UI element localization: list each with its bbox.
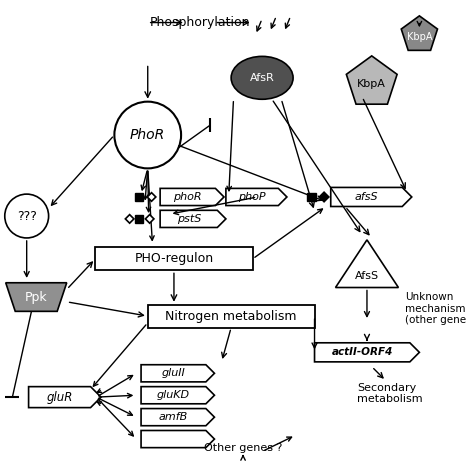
Text: KbpA: KbpA [407, 32, 432, 42]
Text: KbpA: KbpA [357, 80, 386, 90]
Bar [136, 215, 143, 223]
Polygon shape [346, 56, 397, 104]
Text: Ppk: Ppk [25, 291, 47, 303]
Bar [136, 193, 143, 201]
Text: amfB: amfB [159, 412, 188, 422]
Bar [95, 247, 253, 270]
Circle shape [5, 194, 49, 238]
Polygon shape [141, 365, 214, 382]
Bar [148, 305, 315, 328]
Polygon shape [401, 16, 438, 50]
Text: afsS: afsS [355, 192, 378, 202]
Text: pstS: pstS [176, 214, 201, 224]
Text: Nitrogen metabolism: Nitrogen metabolism [165, 310, 297, 323]
Text: Secondary
metabolism: Secondary metabolism [357, 383, 423, 404]
Polygon shape [160, 188, 224, 206]
Polygon shape [319, 192, 329, 202]
Text: gluII: gluII [162, 368, 185, 378]
Polygon shape [160, 210, 226, 228]
Text: Phosphorylation: Phosphorylation [150, 16, 250, 29]
Polygon shape [28, 387, 101, 408]
Ellipse shape [231, 56, 293, 99]
Polygon shape [315, 343, 419, 362]
Polygon shape [141, 387, 214, 404]
Polygon shape [141, 430, 214, 447]
Circle shape [114, 101, 181, 168]
Text: AfsS: AfsS [355, 271, 379, 281]
Text: phoR: phoR [173, 192, 202, 202]
Text: gluKD: gluKD [157, 390, 190, 400]
Polygon shape [226, 188, 287, 206]
Polygon shape [141, 409, 214, 426]
Polygon shape [125, 215, 134, 223]
Polygon shape [147, 192, 156, 201]
Text: PhoR: PhoR [130, 128, 165, 142]
Text: Other genes ?: Other genes ? [204, 443, 282, 453]
Polygon shape [146, 215, 154, 223]
Bar [307, 192, 316, 201]
Text: gluR: gluR [46, 391, 73, 404]
Text: Unknown
mechanism
(other gene: Unknown mechanism (other gene [405, 292, 466, 326]
Text: PHO-regulon: PHO-regulon [135, 253, 213, 265]
Polygon shape [336, 240, 399, 288]
Polygon shape [6, 283, 67, 311]
Text: phoP: phoP [238, 192, 266, 202]
Text: actII-ORF4: actII-ORF4 [331, 347, 393, 357]
Polygon shape [331, 187, 412, 207]
Text: ???: ??? [17, 210, 36, 222]
Text: AfsR: AfsR [250, 73, 274, 83]
